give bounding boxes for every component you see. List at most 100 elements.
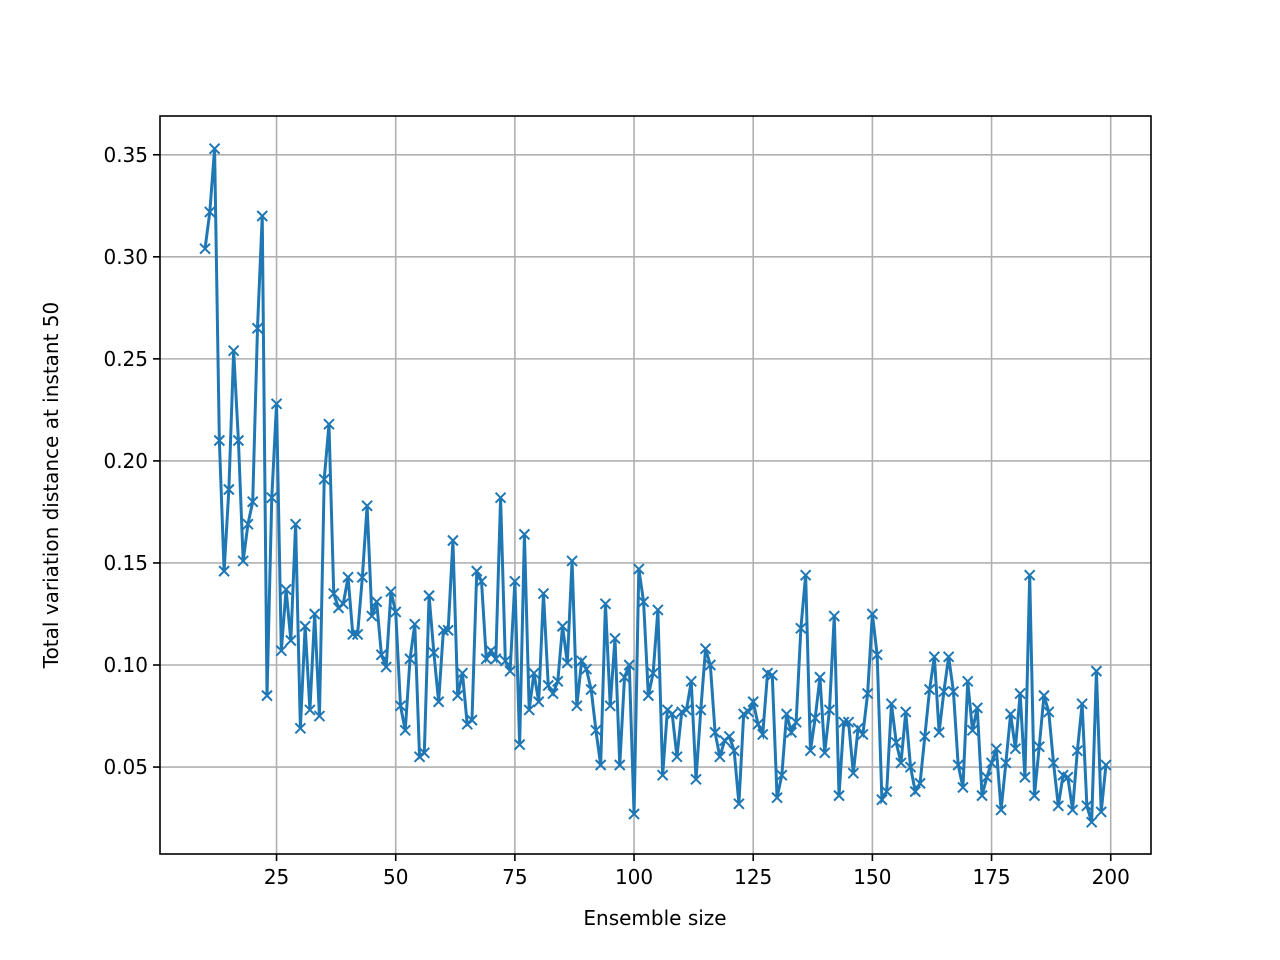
point-marker <box>766 669 778 681</box>
point-marker <box>232 434 245 447</box>
point-marker <box>585 683 597 696</box>
point-marker <box>208 142 221 155</box>
point-marker <box>833 789 845 802</box>
point-marker <box>409 618 421 630</box>
point-marker <box>466 714 478 726</box>
point-marker <box>876 794 888 806</box>
point-marker <box>537 587 550 600</box>
point-marker <box>328 587 340 600</box>
point-marker <box>571 700 583 712</box>
point-marker <box>204 206 216 218</box>
point-marker <box>199 242 211 255</box>
point-marker <box>247 496 259 508</box>
point-marker <box>556 620 569 632</box>
point-marker <box>299 620 311 632</box>
point-marker <box>370 596 383 608</box>
point-marker <box>828 610 840 622</box>
point-marker <box>947 685 960 698</box>
point-marker <box>1004 708 1017 720</box>
point-marker <box>714 751 726 763</box>
point-marker <box>814 671 826 683</box>
point-marker <box>518 528 531 541</box>
point-marker <box>509 575 521 588</box>
point-marker <box>394 700 407 712</box>
x-tick-label: 75 <box>502 865 527 889</box>
point-marker <box>490 653 502 665</box>
point-marker <box>995 804 1007 816</box>
point-marker <box>938 685 950 698</box>
point-marker <box>561 657 574 669</box>
point-marker <box>909 785 921 798</box>
point-marker <box>971 702 983 714</box>
point-marker <box>1043 706 1055 718</box>
point-marker <box>1000 757 1012 769</box>
point-marker <box>804 745 817 757</box>
point-marker <box>933 726 945 739</box>
point-marker <box>857 728 869 741</box>
point-marker <box>981 771 993 783</box>
point-marker <box>590 724 602 737</box>
point-marker <box>1100 759 1112 771</box>
point-marker <box>823 704 836 716</box>
point-marker <box>671 751 683 763</box>
point-marker <box>428 647 440 659</box>
point-marker <box>480 653 492 665</box>
point-marker <box>1085 816 1098 828</box>
point-marker <box>652 604 664 616</box>
point-marker <box>437 624 450 637</box>
point-marker <box>289 518 302 530</box>
point-marker <box>642 689 655 702</box>
point-marker <box>752 718 764 730</box>
point-marker <box>685 675 697 688</box>
point-marker <box>919 730 931 743</box>
point-marker <box>471 565 483 577</box>
point-marker <box>647 667 659 679</box>
point-marker <box>747 696 759 708</box>
point-marker <box>513 738 526 751</box>
point-marker <box>728 745 740 757</box>
point-marker <box>957 781 969 794</box>
point-marker <box>323 418 335 430</box>
point-marker <box>709 726 721 739</box>
point-marker <box>275 645 288 657</box>
point-marker <box>733 798 745 810</box>
point-marker <box>842 716 855 728</box>
point-marker <box>699 642 712 655</box>
point-marker <box>1019 771 1031 783</box>
point-marker <box>695 704 707 716</box>
point-marker <box>757 728 769 741</box>
point-marker <box>656 769 669 781</box>
point-marker <box>575 655 588 667</box>
point-marker <box>475 575 488 588</box>
point-marker <box>623 659 635 671</box>
point-marker <box>375 649 388 661</box>
point-marker <box>351 628 364 641</box>
point-marker <box>432 696 445 708</box>
point-marker <box>1062 771 1074 783</box>
point-marker <box>680 704 693 716</box>
point-marker <box>785 726 798 739</box>
point-marker <box>1038 689 1050 702</box>
point-marker <box>790 716 802 728</box>
point-marker <box>528 667 540 679</box>
point-marker <box>904 761 917 773</box>
point-marker <box>838 716 850 728</box>
point-marker <box>614 759 626 771</box>
point-marker <box>990 742 1003 755</box>
point-marker <box>723 730 736 743</box>
point-marker <box>251 322 264 334</box>
point-marker <box>985 757 998 769</box>
point-marker <box>280 583 292 596</box>
point-marker <box>847 767 860 779</box>
data-line <box>203 148 1108 823</box>
point-marker <box>404 653 416 665</box>
point-marker <box>1081 800 1093 812</box>
point-marker <box>594 759 607 771</box>
point-marker <box>308 608 321 620</box>
point-marker <box>1076 698 1088 710</box>
point-marker <box>809 712 821 724</box>
point-marker <box>390 606 402 618</box>
point-marker <box>223 483 235 496</box>
x-tick-label: 175 <box>972 865 1010 889</box>
point-marker <box>890 736 902 749</box>
